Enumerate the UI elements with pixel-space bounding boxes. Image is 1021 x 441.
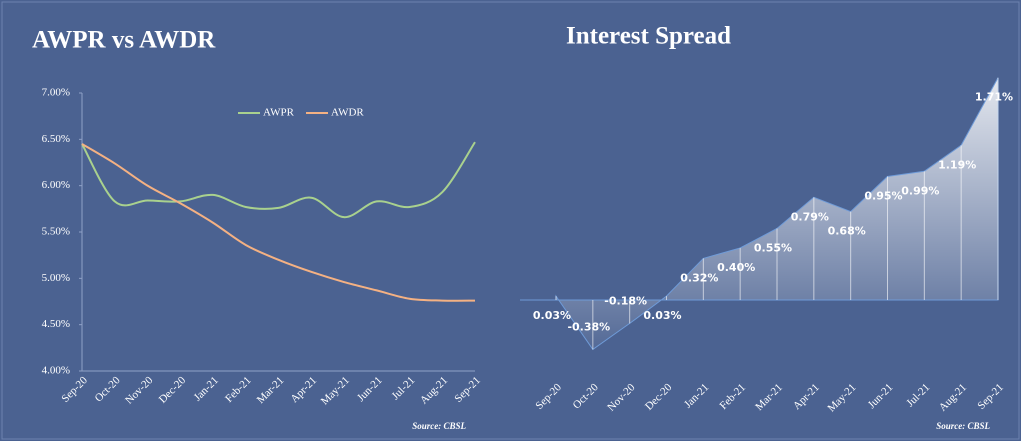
value-label: 0.03% xyxy=(643,309,681,322)
source: Source: CBSL xyxy=(936,421,990,431)
value-label: 0.99% xyxy=(901,184,939,197)
value-label: 0.68% xyxy=(828,225,866,238)
y-tick-label: 4.50% xyxy=(42,318,70,330)
value-label: 0.55% xyxy=(754,242,792,255)
y-tick-label: 4.00% xyxy=(42,365,70,377)
value-label: 0.03% xyxy=(533,309,571,322)
value-label: 0.95% xyxy=(864,190,902,203)
y-tick-label: 6.00% xyxy=(42,179,70,191)
value-label: 1.71% xyxy=(975,91,1013,104)
legend-label: AWPR xyxy=(263,107,295,119)
value-label: 1.19% xyxy=(938,158,976,171)
line xyxy=(81,143,476,302)
value-label: 0.40% xyxy=(717,261,755,274)
legend-label: AWDR xyxy=(331,107,364,119)
y-tick-label: 5.00% xyxy=(42,272,70,284)
y-tick-label: 7.00% xyxy=(42,87,70,99)
chart-title: Interest Spread xyxy=(566,23,731,50)
value-label: 0.32% xyxy=(680,271,718,284)
chart-title: AWPR vs AWDR xyxy=(32,27,216,54)
y-tick-label: 6.50% xyxy=(42,133,70,145)
value-label: -0.18% xyxy=(604,294,647,307)
value-label: 0.79% xyxy=(791,210,829,223)
line xyxy=(81,141,476,219)
y-tick-label: 5.50% xyxy=(42,226,70,238)
source: Source: CBSL xyxy=(412,421,466,431)
value-label: -0.38% xyxy=(567,320,610,333)
